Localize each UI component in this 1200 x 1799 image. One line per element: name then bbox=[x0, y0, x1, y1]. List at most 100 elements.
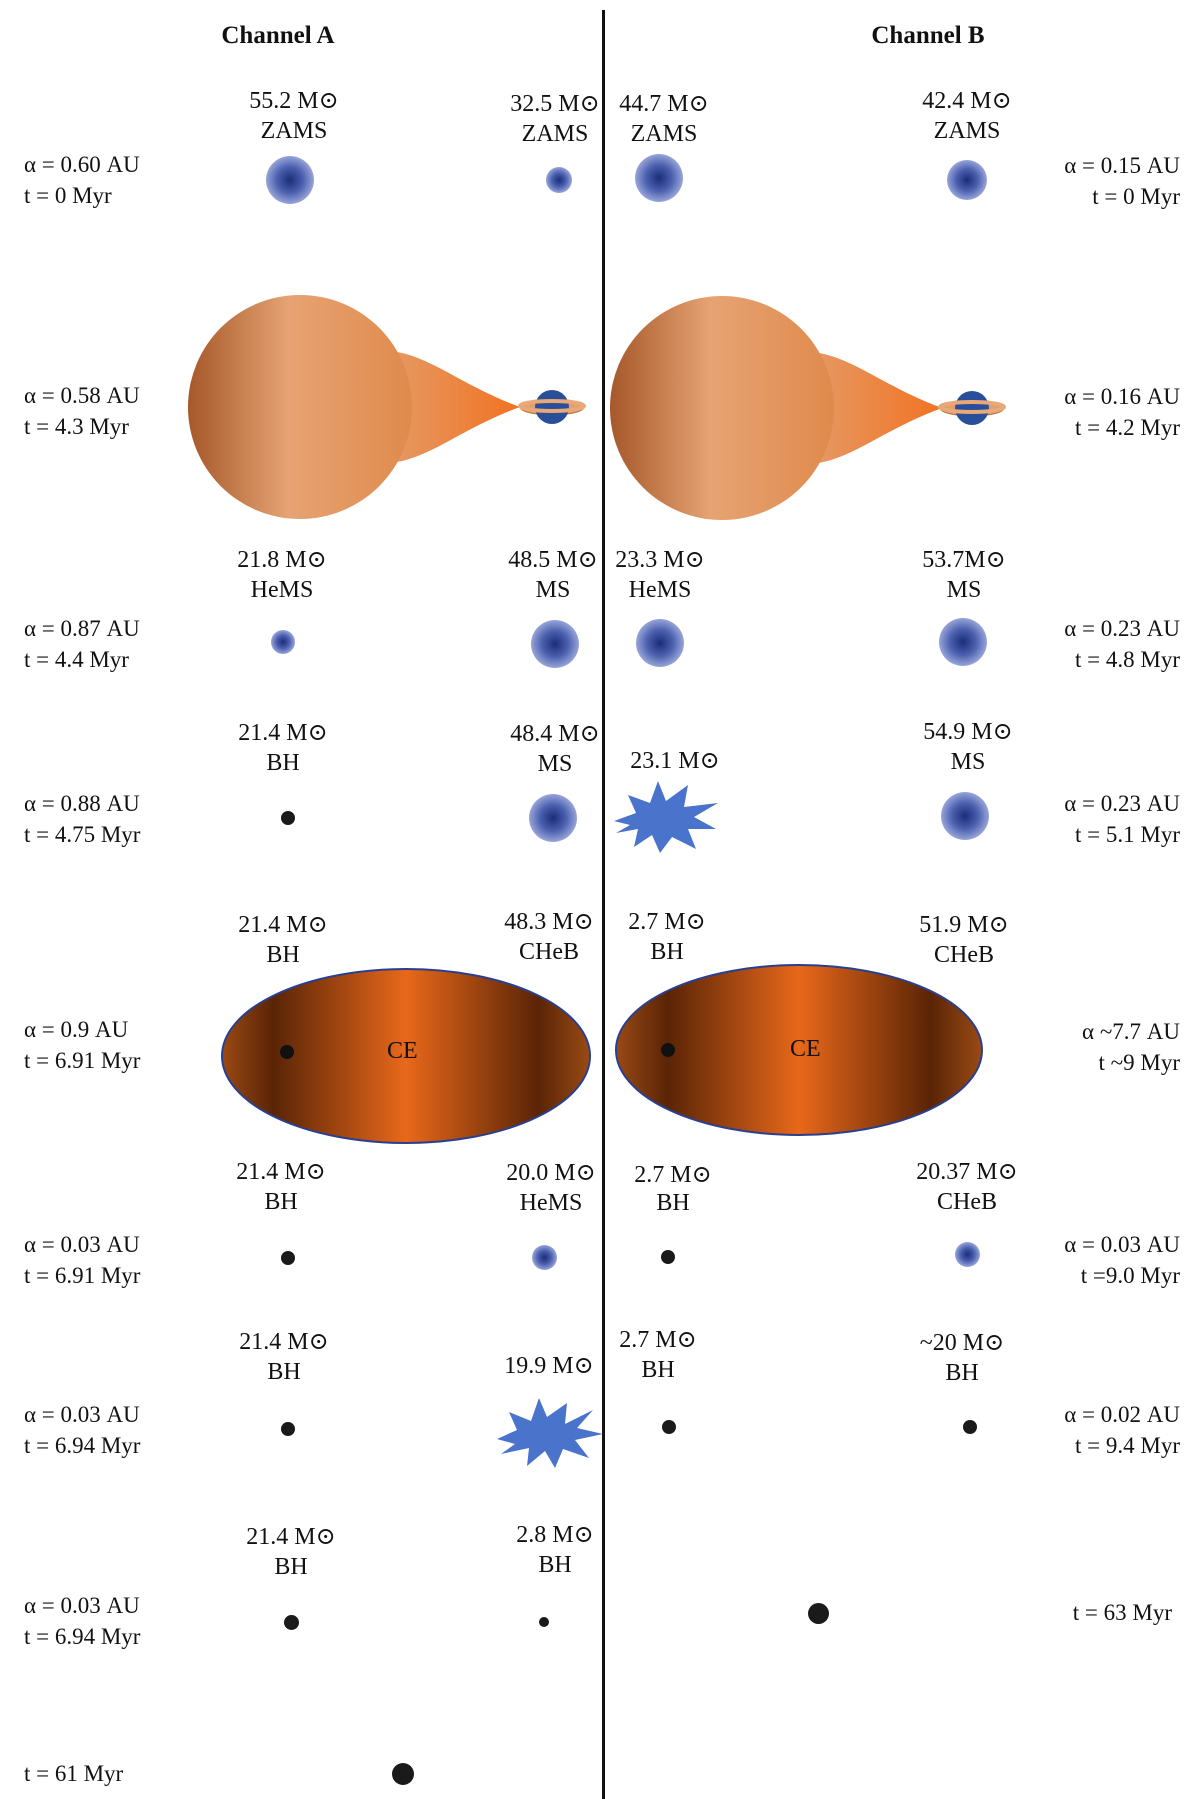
a5-time: t = 6.91 Myr bbox=[24, 1263, 141, 1288]
a2-secondary-stage: MS bbox=[535, 577, 571, 603]
b2-time: t = 4.8 Myr bbox=[1075, 647, 1180, 672]
b6-time: t = 9.4 Myr bbox=[1075, 1433, 1180, 1458]
b5-secondary-mass: 20.37 M⊙ bbox=[916, 1159, 1018, 1185]
a5-separation: α = 0.03 AU bbox=[24, 1232, 140, 1257]
a6-supernova-icon bbox=[497, 1398, 603, 1468]
b5-time: t =9.0 Myr bbox=[1080, 1263, 1180, 1288]
channel-a-title: Channel A bbox=[221, 22, 335, 49]
b6-primary-stage: BH bbox=[641, 1357, 675, 1383]
b0-secondary-stage: ZAMS bbox=[933, 118, 1001, 144]
a3-secondary-mass: 48.4 M⊙ bbox=[510, 721, 600, 747]
a2-primary-mass: 21.8 M⊙ bbox=[237, 547, 327, 573]
a0-primary-mass: 55.2 M⊙ bbox=[249, 88, 339, 114]
a6-primary-stage: BH bbox=[267, 1359, 301, 1385]
a7-secondary-mass: 2.8 M⊙ bbox=[516, 1522, 594, 1548]
a5-black-hole-icon bbox=[281, 1251, 295, 1265]
b4-time: t ~9 Myr bbox=[1098, 1050, 1180, 1075]
a5-secondary-stage: HeMS bbox=[519, 1190, 583, 1216]
b6-secondary-stage: BH bbox=[945, 1360, 979, 1386]
b3-separation: α = 0.23 AU bbox=[1064, 791, 1180, 816]
b6-secondary-black-hole-icon bbox=[963, 1420, 977, 1434]
b7-merged-black-hole-icon bbox=[808, 1603, 829, 1624]
b4-primary-stage: BH bbox=[650, 939, 684, 965]
channel-divider bbox=[602, 10, 605, 1799]
b5-secondary-star-icon bbox=[955, 1242, 980, 1267]
a2-time: t = 4.4 Myr bbox=[24, 647, 129, 672]
a7-primary-stage: BH bbox=[274, 1554, 308, 1580]
a5-secondary-star-icon bbox=[532, 1245, 557, 1270]
b6-secondary-mass: ~20 M⊙ bbox=[919, 1330, 1005, 1356]
a3-primary-mass: 21.4 M⊙ bbox=[238, 720, 328, 746]
a7-separation: α = 0.03 AU bbox=[24, 1593, 140, 1618]
a6-separation: α = 0.03 AU bbox=[24, 1402, 140, 1427]
a3-primary-stage: BH bbox=[266, 750, 300, 776]
a7-primary-mass: 21.4 M⊙ bbox=[246, 1524, 336, 1550]
a3-secondary-stage: MS bbox=[537, 751, 573, 777]
b4-ce-label: CE bbox=[790, 1036, 821, 1062]
a4-primary-mass: 21.4 M⊙ bbox=[238, 912, 328, 938]
a7-black-hole-icon bbox=[284, 1615, 299, 1630]
b3-secondary-star-icon bbox=[941, 792, 989, 840]
a5-primary-stage: BH bbox=[264, 1189, 298, 1215]
a4-ce-label: CE bbox=[387, 1038, 418, 1064]
a2-primary-star-icon bbox=[271, 630, 295, 654]
a2-secondary-mass: 48.5 M⊙ bbox=[508, 547, 598, 573]
b6-black-hole-icon bbox=[662, 1420, 676, 1434]
b2-separation: α = 0.23 AU bbox=[1064, 616, 1180, 641]
b0-primary-stage: ZAMS bbox=[630, 121, 698, 147]
a1-time: t = 4.3 Myr bbox=[24, 414, 129, 439]
a5-primary-mass: 21.4 M⊙ bbox=[236, 1159, 326, 1185]
a4-separation: α = 0.9 AU bbox=[24, 1017, 129, 1042]
b3-time: t = 5.1 Myr bbox=[1075, 822, 1180, 847]
b0-secondary-star-icon bbox=[947, 160, 987, 200]
b0-time: t = 0 Myr bbox=[1092, 184, 1180, 209]
a4-secondary-mass: 48.3 M⊙ bbox=[504, 909, 594, 935]
a8-merged-black-hole-icon bbox=[392, 1763, 414, 1785]
b5-primary-mass: 2.7 M⊙ bbox=[634, 1162, 712, 1188]
a0-time: t = 0 Myr bbox=[24, 183, 112, 208]
b3-secondary-mass: 54.9 M⊙ bbox=[923, 719, 1013, 745]
a3-separation: α = 0.88 AU bbox=[24, 791, 140, 816]
a4-common-envelope-icon bbox=[221, 968, 591, 1144]
b2-secondary-star-icon bbox=[939, 618, 987, 666]
b3-secondary-stage: MS bbox=[950, 749, 986, 775]
b3-primary-mass: 23.1 M⊙ bbox=[630, 748, 720, 774]
a1-separation: α = 0.58 AU bbox=[24, 383, 140, 408]
b0-separation: α = 0.15 AU bbox=[1064, 153, 1180, 178]
a2-secondary-star-icon bbox=[531, 620, 579, 668]
b0-secondary-mass: 42.4 M⊙ bbox=[922, 88, 1012, 114]
b5-black-hole-icon bbox=[661, 1250, 675, 1264]
b4-secondary-stage: CHeB bbox=[934, 942, 994, 968]
b4-secondary-mass: 51.9 M⊙ bbox=[919, 912, 1009, 938]
a3-time: t = 4.75 Myr bbox=[24, 822, 141, 847]
a1-roche-lobe-overflow-icon bbox=[188, 295, 586, 519]
b1-time: t = 4.2 Myr bbox=[1075, 415, 1180, 440]
channel-b-title: Channel B bbox=[871, 22, 985, 49]
a6-secondary-mass: 19.9 M⊙ bbox=[504, 1353, 594, 1379]
a0-primary-stage: ZAMS bbox=[260, 118, 328, 144]
b2-primary-stage: HeMS bbox=[628, 577, 692, 603]
a7-time: t = 6.94 Myr bbox=[24, 1624, 141, 1649]
a4-primary-stage: BH bbox=[266, 942, 300, 968]
a6-primary-mass: 21.4 M⊙ bbox=[239, 1329, 329, 1355]
a2-separation: α = 0.87 AU bbox=[24, 616, 140, 641]
a2-primary-stage: HeMS bbox=[250, 577, 314, 603]
a0-secondary-star-icon bbox=[546, 167, 572, 193]
b2-primary-star-icon bbox=[636, 619, 684, 667]
b6-primary-mass: 2.7 M⊙ bbox=[619, 1327, 697, 1353]
b2-secondary-mass: 53.7M⊙ bbox=[922, 547, 1006, 573]
a0-secondary-mass: 32.5 M⊙ bbox=[510, 91, 600, 117]
a8-time: t = 61 Myr bbox=[24, 1761, 124, 1786]
a4-secondary-stage: CHeB bbox=[519, 939, 579, 965]
a0-primary-star-icon bbox=[266, 156, 314, 204]
a7-secondary-black-hole-icon bbox=[539, 1617, 549, 1627]
b5-separation: α = 0.03 AU bbox=[1064, 1232, 1180, 1257]
b7-time: t = 63 Myr bbox=[1072, 1600, 1172, 1625]
b2-secondary-stage: MS bbox=[946, 577, 982, 603]
b3-supernova-icon bbox=[614, 781, 718, 853]
b4-primary-mass: 2.7 M⊙ bbox=[628, 909, 706, 935]
a0-secondary-stage: ZAMS bbox=[521, 121, 589, 147]
a5-secondary-mass: 20.0 M⊙ bbox=[506, 1160, 596, 1186]
b6-separation: α = 0.02 AU bbox=[1064, 1402, 1180, 1427]
a3-secondary-star-icon bbox=[529, 794, 577, 842]
